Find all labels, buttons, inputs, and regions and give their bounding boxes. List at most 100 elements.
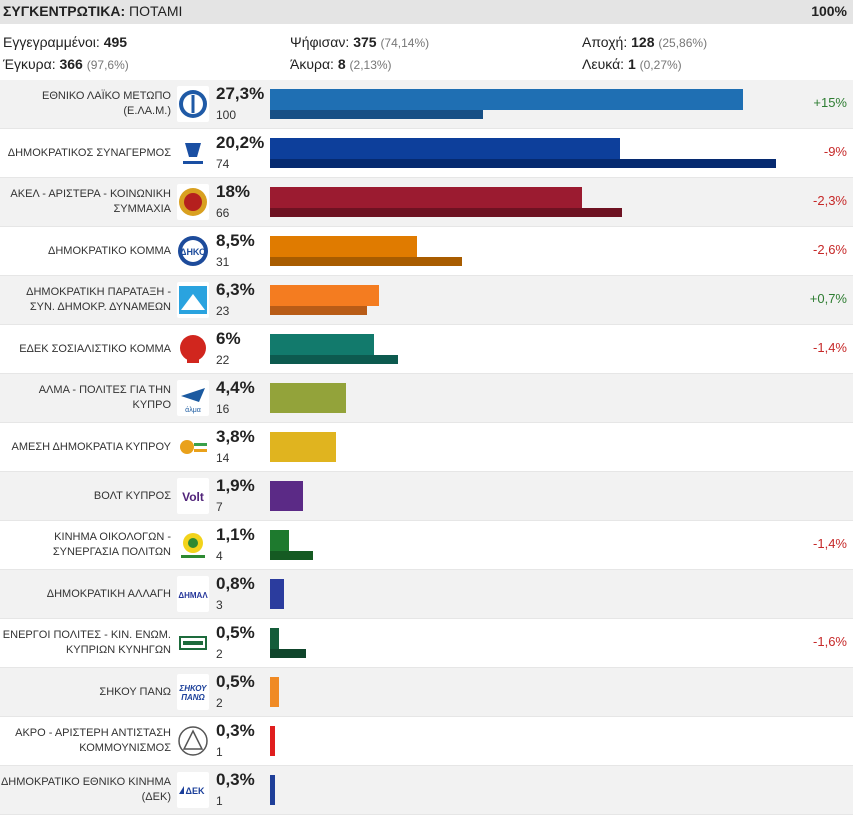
- current-result-bar: [270, 89, 743, 110]
- vote-count-label: 1: [216, 745, 223, 759]
- vote-count-label: 22: [216, 353, 230, 367]
- vote-count-label: 66: [216, 206, 230, 220]
- party-name: ΑΜΕΣΗ ΔΗΜΟΚΡΑΤΙΑ ΚΥΠΡΟΥ: [11, 440, 171, 453]
- party-row: ΕΔΕΚ ΣΟΣΙΑΛΙΣΤΙΚΟ ΚΟΜΜΑ 6% 22 -1,4%: [0, 325, 853, 374]
- voted-stat: Ψήφισαν: 375 (74,14%): [290, 34, 430, 50]
- hunters-icon: [177, 625, 209, 661]
- party-name: ΣΗΚΟΥ ΠΑΝΩ: [99, 685, 171, 698]
- party-row: ΑΛΜΑ - ΠΟΛΙΤΕΣ ΓΙΑ ΤΗΝ ΚΥΠΡΟ άλμα 4,4% 16: [0, 374, 853, 423]
- registered-stat: Εγγεγραμμένοι: 495: [3, 34, 128, 50]
- party-name: ΑΚΡΟ - ΑΡΙΣΤΕΡΗ ΑΝΤΙΣΤΑΣΗ ΚΟΜΜΟΥΝΙΣΜΟΣ: [15, 727, 171, 754]
- party-row: ΔΗΜΟΚΡΑΤΙΚΟ ΚΟΜΜΑ ΔΗΚΟ 8,5% 31 -2,6%: [0, 227, 853, 276]
- party-name: ΚΙΝΗΜΑ ΟΙΚΟΛΟΓΩΝ - ΣΥΝΕΡΓΑΣΙΑ ΠΟΛΙΤΩΝ: [52, 531, 171, 558]
- change-label: +15%: [813, 95, 847, 110]
- current-result-bar: [270, 334, 374, 355]
- elam-icon: [177, 86, 209, 122]
- current-result-bar: [270, 236, 417, 257]
- dipa-icon: [177, 282, 209, 318]
- invalid-stat: Άκυρα: 8 (2,13%): [290, 56, 392, 72]
- current-result-bar: [270, 285, 379, 306]
- previous-result-bar: [270, 110, 483, 119]
- current-result-bar: [270, 775, 275, 805]
- alma-icon: άλμα: [177, 380, 209, 416]
- current-result-bar: [270, 432, 336, 462]
- svg-text:ΔΗΜΑΛ: ΔΗΜΑΛ: [178, 591, 208, 600]
- party-row: ΑΚΡΟ - ΑΡΙΣΤΕΡΗ ΑΝΤΙΣΤΑΣΗ ΚΟΜΜΟΥΝΙΣΜΟΣ 0,…: [0, 717, 853, 766]
- party-name: ΑΚΕΛ - ΑΡΙΣΤΕΡΑ - ΚΟΙΝΩΝΙΚΗ ΣΥΜΜΑΧΙΑ: [10, 188, 171, 215]
- vote-count-label: 4: [216, 549, 223, 563]
- vote-count-label: 31: [216, 255, 230, 269]
- vote-count-label: 14: [216, 451, 230, 465]
- current-result-bar: [270, 726, 275, 756]
- change-label: -2,3%: [813, 193, 847, 208]
- current-result-bar: [270, 138, 620, 159]
- results-header: ΣΥΓΚΕΝΤΡΩΤΙΚΑ: ΠΟΤΑΜΙ 100%: [0, 0, 853, 24]
- valid-stat: Έγκυρα: 366 (97,6%): [3, 56, 129, 72]
- vote-count-label: 7: [216, 500, 223, 514]
- party-name: ΕΘΝΙΚΟ ΛΑΪΚΟ ΜΕΤΩΠΟ (Ε.ΛΑ.Μ.): [42, 90, 171, 117]
- party-row: ΔΗΜΟΚΡΑΤΙΚΟΣ ΣΥΝΑΓΕΡΜΟΣ 20,2% 74 -9%: [0, 129, 853, 178]
- party-row: ΣΗΚΟΥ ΠΑΝΩ ΣΗΚΟΥ ΠΑΝΩ 0,5% 2: [0, 668, 853, 717]
- change-label: +0,7%: [809, 291, 847, 306]
- vote-count-label: 2: [216, 647, 223, 661]
- previous-result-bar: [270, 355, 398, 364]
- party-name: ΔΗΜΟΚΡΑΤΙΚΗ ΠΑΡΑΤΑΞΗ - ΣΥΝ. ΔΗΜΟΚΡ. ΔΥΝΑ…: [26, 286, 171, 313]
- diko-icon: ΔΗΚΟ: [177, 233, 209, 269]
- vote-percentage-label: 0,5%: [216, 623, 255, 642]
- change-label: -9%: [823, 144, 847, 159]
- vote-count-label: 3: [216, 598, 223, 612]
- svg-text:ΣΗΚΟΥ: ΣΗΚΟΥ: [179, 684, 208, 693]
- akro-icon: [177, 723, 209, 759]
- previous-result-bar: [270, 257, 462, 266]
- previous-result-bar: [270, 649, 306, 658]
- party-row: ΕΘΝΙΚΟ ΛΑΪΚΟ ΜΕΤΩΠΟ (Ε.ΛΑ.Μ.) 27,3% 100 +15…: [0, 80, 853, 129]
- party-row: ΑΜΕΣΗ ΔΗΜΟΚΡΑΤΙΑ ΚΥΠΡΟΥ 3,8% 14: [0, 423, 853, 472]
- party-name: ΕΝΕΡΓΟΙ ΠΟΛΙΤΕΣ - ΚΙΝ. ΕΝΩΜ. ΚΥΠΡΙΩΝ ΚΥΝ…: [2, 629, 171, 656]
- current-result-bar: [270, 383, 346, 413]
- vote-percentage-label: 0,8%: [216, 574, 255, 593]
- previous-result-bar: [270, 306, 367, 315]
- abstain-stat: Αποχή: 128 (25,86%): [582, 34, 708, 50]
- blank-stat: Λευκά: 1 (0,27%): [582, 56, 682, 72]
- vote-percentage-label: 6%: [216, 329, 241, 348]
- change-label: -1,6%: [813, 634, 847, 649]
- current-result-bar: [270, 530, 289, 551]
- current-result-bar: [270, 481, 303, 511]
- vote-percentage-label: 0,3%: [216, 770, 255, 789]
- edek-icon: [177, 331, 209, 367]
- previous-result-bar: [270, 551, 313, 560]
- vote-percentage-label: 1,9%: [216, 476, 255, 495]
- svg-text:ΔΕΚ: ΔΕΚ: [186, 786, 205, 796]
- party-row: ΔΗΜΟΚΡΑΤΙΚΗ ΠΑΡΑΤΑΞΗ - ΣΥΝ. ΔΗΜΟΚΡ. ΔΥΝΑ…: [0, 276, 853, 325]
- vote-percentage-label: 27,3%: [216, 84, 265, 103]
- party-name: ΔΗΜΟΚΡΑΤΙΚΗ ΑΛΛΑΓΗ: [46, 587, 171, 600]
- page-title: ΣΥΓΚΕΝΤΡΩΤΙΚΑ: ΠΟΤΑΜΙ: [3, 3, 183, 19]
- party-row: ΕΝΕΡΓΟΙ ΠΟΛΙΤΕΣ - ΚΙΝ. ΕΝΩΜ. ΚΥΠΡΙΩΝ ΚΥΝ…: [0, 619, 853, 668]
- vote-percentage-label: 6,3%: [216, 280, 255, 299]
- party-row: ΚΙΝΗΜΑ ΟΙΚΟΛΟΓΩΝ - ΣΥΝΕΡΓΑΣΙΑ ΠΟΛΙΤΩΝ 1,1…: [0, 521, 853, 570]
- ad-icon: [177, 429, 209, 465]
- vote-count-label: 100: [216, 108, 237, 122]
- party-name: ΕΔΕΚ ΣΟΣΙΑΛΙΣΤΙΚΟ ΚΟΜΜΑ: [19, 342, 171, 355]
- vote-percentage-label: 0,3%: [216, 721, 255, 740]
- party-row: ΑΚΕΛ - ΑΡΙΣΤΕΡΑ - ΚΟΙΝΩΝΙΚΗ ΣΥΜΜΑΧΙΑ 18% 6…: [0, 178, 853, 227]
- vote-percentage-label: 1,1%: [216, 525, 255, 544]
- party-row: ΔΗΜΟΚΡΑΤΙΚΟ ΕΘΝΙΚΟ ΚΙΝΗΜΑ (ΔΕΚ) ΔΕΚ 0,3% 1: [0, 766, 853, 815]
- svg-text:Volt: Volt: [182, 490, 204, 504]
- current-result-bar: [270, 187, 582, 208]
- vote-percentage-label: 3,8%: [216, 427, 255, 446]
- party-name: ΔΗΜΟΚΡΑΤΙΚΟ ΕΘΝΙΚΟ ΚΙΝΗΜΑ (ΔΕΚ): [0, 776, 171, 803]
- dek-icon: ΔΕΚ: [177, 772, 209, 808]
- volt-icon: Volt: [177, 478, 209, 514]
- change-label: -1,4%: [813, 536, 847, 551]
- change-label: -1,4%: [813, 340, 847, 355]
- vote-count-label: 74: [216, 157, 230, 171]
- vote-count-label: 2: [216, 696, 223, 710]
- vote-percentage-label: 8,5%: [216, 231, 255, 250]
- party-row: ΔΗΜΟΚΡΑΤΙΚΗ ΑΛΛΑΓΗ ΔΗΜΑΛ 0,8% 3: [0, 570, 853, 619]
- vote-percentage-label: 20,2%: [216, 133, 265, 152]
- svg-text:ΔΗΚΟ: ΔΗΚΟ: [180, 247, 206, 257]
- previous-result-bar: [270, 159, 776, 168]
- vote-count-label: 16: [216, 402, 230, 416]
- party-name: ΒΟΛΤ ΚΥΠΡΟΣ: [93, 489, 171, 502]
